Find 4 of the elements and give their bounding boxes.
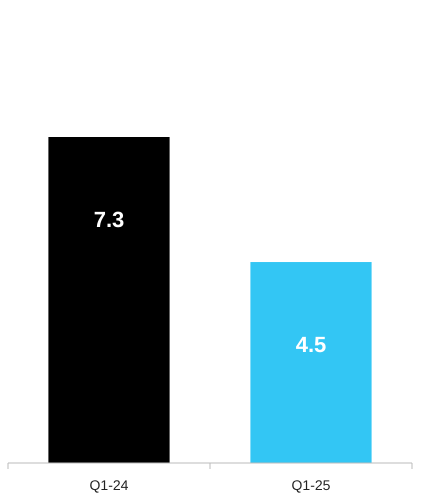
x-tick-label: Q1-25 — [292, 477, 331, 493]
x-tick-label: Q1-24 — [90, 477, 129, 493]
data-label: 7.3 — [94, 207, 124, 232]
data-label: 4.5 — [296, 332, 326, 358]
